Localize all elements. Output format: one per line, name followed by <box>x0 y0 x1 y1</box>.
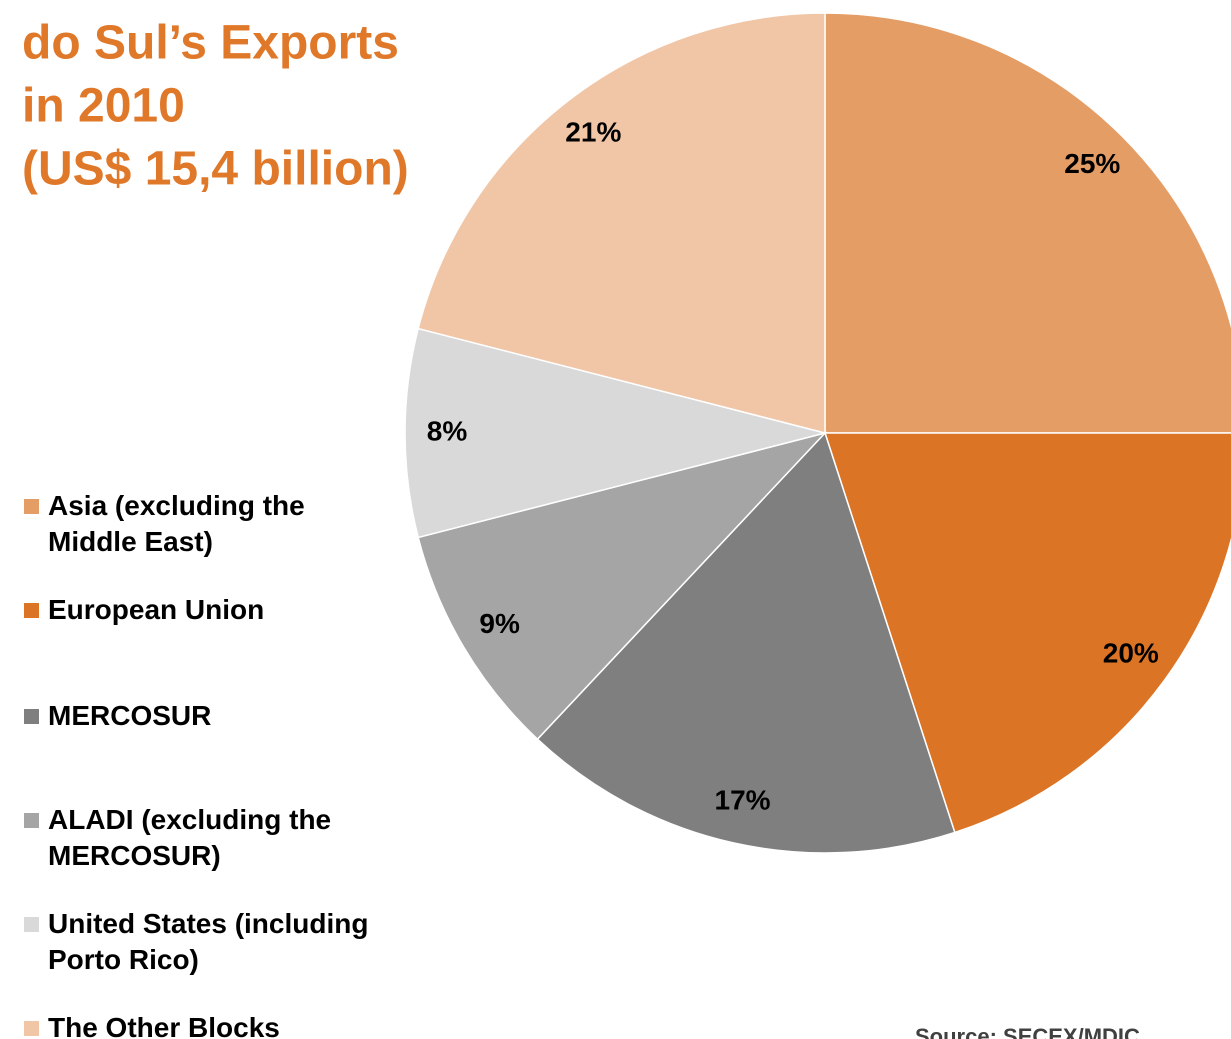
pie-slice <box>823 432 1231 834</box>
pie-slice <box>417 431 828 741</box>
data-label: 21% <box>565 117 621 148</box>
data-label: 25% <box>1064 148 1120 179</box>
legend-label: United States (including Porto Rico) <box>48 908 369 975</box>
source-note: Source: SECEX/MDIC <box>915 1024 1140 1039</box>
legend-swatch <box>24 499 39 514</box>
pie-slice <box>824 12 1231 434</box>
chart-title: in 2010 <box>22 80 185 133</box>
legend-item: ALADI (excluding the MERCOSUR) <box>24 802 404 874</box>
legend-item: The Other Blocks <box>24 1010 404 1039</box>
legend-item: United States (including Porto Rico) <box>24 906 404 978</box>
legend-swatch <box>24 1021 39 1036</box>
legend-label: ALADI (excluding the MERCOSUR) <box>48 804 332 871</box>
legend-label: Asia (excluding the Middle East) <box>48 490 305 557</box>
legend-swatch <box>24 917 39 932</box>
legend-swatch <box>24 709 39 724</box>
data-label: 9% <box>479 608 520 639</box>
pie-slice <box>404 327 826 539</box>
legend-swatch <box>24 603 39 618</box>
pie-slice <box>417 12 826 434</box>
legend-label: European Union <box>48 594 265 625</box>
pie-slice <box>536 431 956 854</box>
chart-title: (US$ 15,4 billion) <box>22 143 409 196</box>
legend-item: European Union <box>24 592 404 628</box>
data-label: 8% <box>427 415 468 446</box>
data-label: 20% <box>1103 638 1159 669</box>
legend-label: The Other Blocks <box>48 1012 280 1039</box>
data-label: 17% <box>715 784 771 815</box>
legend-item: MERCOSUR <box>24 698 404 734</box>
chart-title: do Sul’s Exports <box>22 17 399 70</box>
legend-label: MERCOSUR <box>48 700 212 731</box>
legend-item: Asia (excluding the Middle East) <box>24 488 404 560</box>
legend-swatch <box>24 813 39 828</box>
